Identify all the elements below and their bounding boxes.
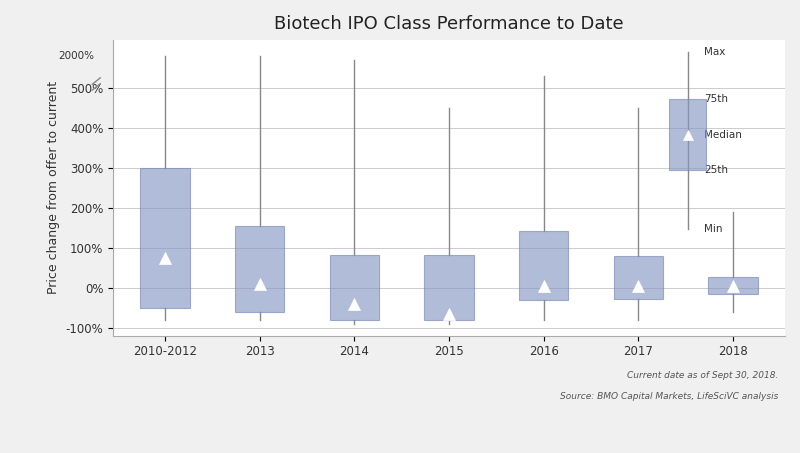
FancyBboxPatch shape xyxy=(614,255,663,299)
Y-axis label: Price change from offer to current: Price change from offer to current xyxy=(47,81,60,294)
Title: Biotech IPO Class Performance to Date: Biotech IPO Class Performance to Date xyxy=(274,15,624,33)
Text: Max: Max xyxy=(704,47,726,57)
FancyBboxPatch shape xyxy=(141,168,190,308)
Text: Current date as of Sept 30, 2018.: Current date as of Sept 30, 2018. xyxy=(627,371,778,380)
Text: Source: BMO Capital Markets, LifeSciVC analysis: Source: BMO Capital Markets, LifeSciVC a… xyxy=(560,392,778,401)
Text: 25th: 25th xyxy=(704,165,728,175)
Text: Median: Median xyxy=(704,130,742,140)
FancyBboxPatch shape xyxy=(425,255,474,319)
FancyBboxPatch shape xyxy=(330,255,379,319)
FancyBboxPatch shape xyxy=(708,277,758,294)
FancyBboxPatch shape xyxy=(235,226,284,312)
Text: Min: Min xyxy=(704,224,723,234)
Text: 75th: 75th xyxy=(704,94,728,104)
FancyBboxPatch shape xyxy=(519,231,568,299)
FancyBboxPatch shape xyxy=(669,99,706,170)
Text: 2000%: 2000% xyxy=(58,51,94,61)
